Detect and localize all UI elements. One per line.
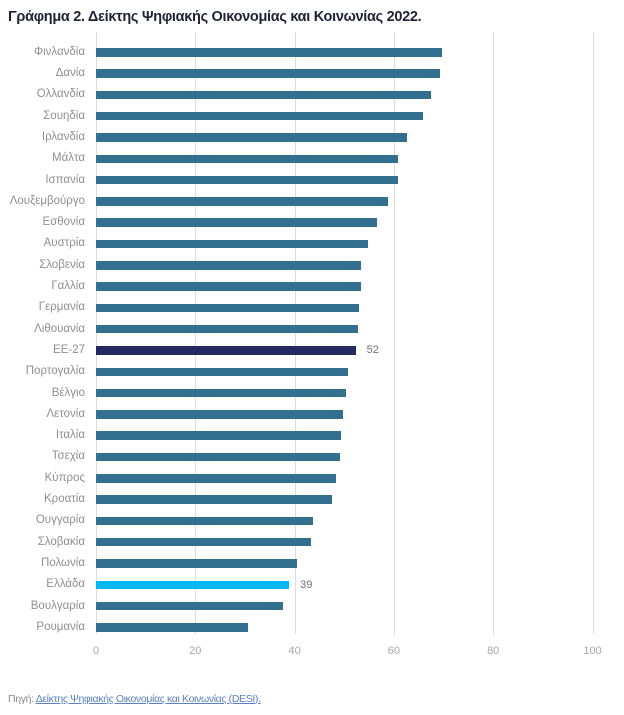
bar-default: [96, 495, 332, 504]
bar-default: [96, 452, 340, 462]
value-label: 39: [300, 578, 313, 591]
bar-default: [96, 601, 284, 611]
bar-default: [96, 90, 431, 100]
country-label: Σουηδία: [43, 109, 85, 122]
bar-default: [96, 239, 368, 249]
country-label: Ουγγαρία: [35, 514, 85, 527]
bar-default: [96, 48, 442, 57]
country-label: Πορτογαλία: [25, 365, 85, 378]
country-label: Βουλγαρία: [30, 599, 85, 612]
country-label: Κύπρος: [44, 471, 85, 484]
x-axis-tick-label: 100: [583, 645, 602, 657]
bar-default: [96, 516, 314, 526]
country-label: Γερμανία: [38, 301, 85, 314]
gridline: [393, 32, 395, 634]
country-label: Βέλγιο: [51, 386, 85, 399]
country-label: Τσεχία: [51, 450, 85, 463]
bar-default: [96, 133, 408, 142]
country-label: Ολλανδία: [36, 88, 85, 101]
bar-default: [96, 388, 346, 398]
bar-default: [96, 559, 298, 568]
gridline: [592, 32, 594, 634]
country-label: Λιθουανία: [34, 322, 85, 335]
bar-default: [96, 261, 362, 270]
country-label: Ισπανία: [45, 173, 85, 186]
country-label: Δανία: [55, 67, 85, 79]
bar-default: [96, 154, 399, 164]
country-label: Αυστρία: [43, 237, 85, 250]
bar-default: [96, 474, 337, 483]
source-prefix: Πηγή:: [8, 692, 34, 705]
country-label: Λουξεμβούργο: [9, 194, 85, 207]
bar-default: [96, 197, 389, 206]
country-label: Εσθονία: [42, 216, 85, 229]
bar-default: [96, 324, 358, 334]
country-label: Φινλανδία: [33, 45, 85, 58]
country-label: Σλοβενία: [39, 258, 85, 271]
source-note: Πηγή: Δείκτης Ψηφιακής Οικονομίας και Κο…: [8, 693, 261, 705]
country-label: Γαλλία: [51, 280, 85, 292]
bar-default: [96, 69, 441, 78]
country-label: Μάλτα: [51, 152, 85, 165]
country-label: Λετονία: [46, 407, 85, 420]
country-label: Ελλάδα: [46, 578, 85, 591]
x-axis-tick-label: 40: [288, 645, 301, 657]
bar-default: [96, 218, 377, 227]
source-link[interactable]: Δείκτης Ψηφιακής Οικονομίας και Κοινωνία…: [35, 692, 261, 705]
x-axis-tick-label: 20: [189, 645, 202, 657]
country-label: Ιταλία: [55, 429, 85, 442]
bar-default: [96, 111, 424, 121]
x-axis-tick-label: 0: [92, 645, 100, 657]
gridline: [493, 32, 495, 634]
country-label: Κροατία: [43, 493, 85, 505]
bar-default: [96, 303, 359, 313]
country-label: Πολωνία: [41, 556, 85, 569]
bar-default: [96, 175, 398, 185]
country-label: Ιρλανδία: [41, 130, 85, 143]
bar-default: [96, 623, 248, 632]
value-label: 52: [366, 344, 379, 357]
x-axis-tick-label: 60: [387, 645, 401, 657]
chart-title: Γράφημα 2. Δείκτης Ψηφιακής Οικονομίας κ…: [8, 8, 422, 25]
bar-default: [96, 410, 343, 419]
country-label: ΕΕ-27: [53, 343, 85, 356]
bar-default: [96, 282, 361, 291]
country-label: Ρουμανία: [36, 620, 85, 633]
x-axis-tick-label: 80: [487, 645, 500, 657]
bar-eu: [96, 346, 356, 355]
country-label: Σλοβακία: [37, 535, 85, 548]
bar-default: [96, 367, 349, 377]
bar-highlight: [96, 580, 290, 590]
bar-default: [96, 537, 312, 547]
bar-default: [96, 431, 341, 440]
